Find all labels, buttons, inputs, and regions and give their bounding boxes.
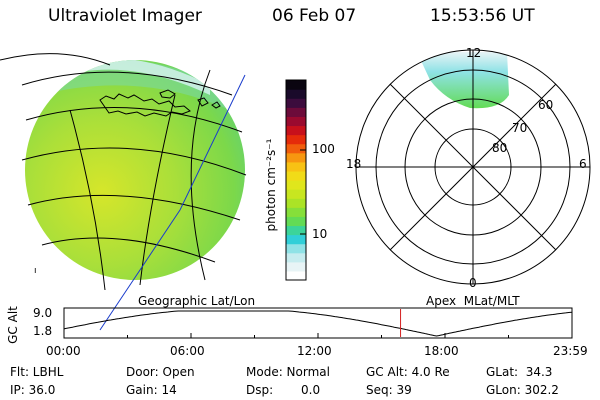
filter-info: Flt: LBHL (10, 365, 64, 379)
x-tick-1200: 12:00 (297, 344, 332, 358)
globe-aurora-band (80, 60, 210, 95)
colorbar (286, 80, 306, 281)
polar-grid (355, 49, 591, 285)
globe-limb-glow (40, 60, 230, 110)
colorbar-segment (286, 216, 306, 227)
x-tick-2359: 23:59 (553, 344, 588, 358)
colorbar-segment (286, 143, 306, 154)
colorbar-segment (286, 270, 306, 281)
altitude-y-tick-max: 9.0 (33, 306, 53, 320)
lat-lon-grid (0, 53, 247, 291)
altitude-x-ticks (63, 333, 573, 338)
colorbar-segment (286, 189, 306, 199)
x-tick-0000: 00:00 (46, 344, 81, 358)
lat-label-60: 60 (538, 98, 554, 112)
door-info: Door: Open (126, 365, 195, 379)
colorbar-segment (286, 252, 306, 263)
polar-plot (355, 49, 591, 285)
colorbar-segment (286, 180, 306, 190)
globe-tick-mark: ı (34, 266, 37, 276)
colorbar-frame (285, 79, 307, 281)
colorbar-segment (286, 107, 306, 117)
time-label: 15:53:56 UT (430, 6, 535, 26)
colorbar-segment (286, 152, 306, 163)
colorbar-segment (286, 261, 306, 272)
colorbar-segment (286, 98, 306, 108)
colorbar-segment (286, 116, 306, 127)
colorbar-label-10: 10 (312, 227, 328, 241)
glat-info: GLat: 34.3 (486, 365, 553, 379)
x-tick-1800: 18:00 (424, 344, 459, 358)
gain-info: Gain: 14 (126, 383, 177, 397)
mode-info: Mode: Normal (246, 365, 330, 379)
gc-alt-info: GC Alt: 4.0 Re (366, 365, 450, 379)
colorbar-segment (286, 234, 306, 245)
date-label: 06 Feb 07 (272, 6, 357, 26)
colorbar-segment (286, 161, 306, 172)
colorbar-segment (286, 170, 306, 181)
coastlines (99, 89, 221, 117)
colorbar-segment (286, 134, 306, 145)
altitude-y-label: GC Alt (5, 306, 20, 344)
colorbar-segment (286, 207, 306, 217)
colorbar-segment (286, 89, 306, 99)
glon-info: GLon: 302.2 (486, 383, 559, 397)
polar-aurora-patch (417, 52, 509, 109)
colorbar-unit-label: photon cm⁻²s⁻¹ (264, 138, 278, 232)
ip-info: IP: 36.0 (10, 383, 56, 397)
geographic-globe: ı (0, 53, 247, 331)
mlt-label-6: 6 (579, 157, 587, 171)
altitude-panel (63, 307, 573, 339)
mlt-label-0: 0 (469, 276, 477, 290)
colorbar-segment (286, 243, 306, 254)
dsp-label: Dsp: (246, 383, 274, 397)
x-tick-0600: 06:00 (170, 344, 205, 358)
mlt-label-18: 18 (346, 157, 362, 171)
dsp-value: 0.0 (301, 383, 321, 397)
altitude-curve (63, 310, 573, 337)
colorbar-segment (286, 125, 306, 136)
colorbar-segment (286, 198, 306, 208)
colorbar-segment (286, 225, 306, 236)
lat-label-70: 70 (512, 121, 528, 135)
seq-info: Seq: 39 (366, 383, 412, 397)
lat-label-80: 80 (492, 141, 508, 155)
colorbar-label-100: 100 (312, 142, 335, 156)
geographic-label: Geographic Lat/Lon (138, 294, 256, 308)
terminator-line (99, 74, 246, 331)
mlt-label-12: 12 (466, 46, 482, 60)
globe-disk (25, 60, 245, 280)
apex-label: Apex MLat/MLT (426, 294, 520, 308)
altitude-y-tick-min: 1.8 (33, 324, 53, 338)
colorbar-segment (286, 80, 306, 90)
instrument-title: Ultraviolet Imager (48, 6, 202, 26)
